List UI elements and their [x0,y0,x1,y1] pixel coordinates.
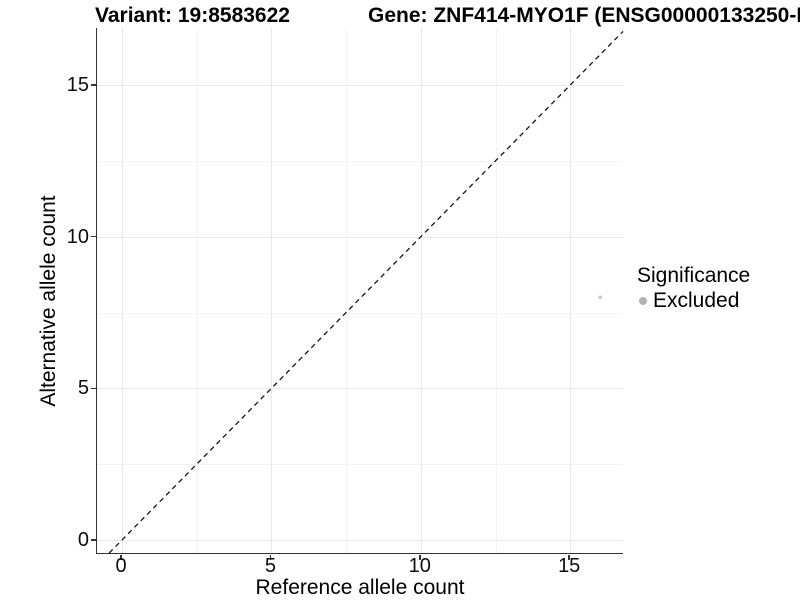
major-gridline-x [122,28,123,553]
y-axis-tick [90,84,96,86]
major-gridline-x [570,28,572,553]
major-gridline-x [420,28,422,553]
minor-gridline-y [97,160,623,162]
x-axis-tick [269,554,272,560]
x-axis-tick [568,554,570,560]
legend: Significance Excluded [636,263,750,313]
major-gridline-y [97,388,623,390]
x-axis-title: Reference allele count [255,576,465,599]
x-tick-label: 15 [558,555,581,577]
y-axis-tick [90,539,96,541]
y-axis-title: Alternative allele count [37,195,60,407]
major-gridline-x [271,28,273,553]
minor-gridline-y [97,312,623,314]
x-axis-tick [419,554,421,560]
gene-title: Gene: ZNF414-MYO1F (ENSG00000133250-EN [368,4,800,27]
x-tick-label: 0 [115,555,127,577]
y-tick-label: 15 [66,74,89,97]
minor-gridline-y [97,464,623,466]
variant-title: Variant: 19:8583622 [95,4,290,27]
y-tick-label: 10 [66,225,89,248]
major-gridline-y [97,236,623,238]
identity-dashed-line [108,30,624,554]
data-layer [108,30,624,554]
minor-gridline-x [495,28,497,553]
minor-gridline-x [196,28,198,553]
x-tick-label: 5 [264,555,276,577]
x-tick-label: 10 [408,555,431,577]
x-axis-tick [120,554,122,560]
y-axis-tick [90,387,96,390]
legend-title: Significance [637,264,751,287]
y-axis-tick [90,235,96,238]
legend-point-icon [639,297,647,305]
y-tick-label: 0 [77,529,89,551]
major-gridline-y [97,540,623,541]
major-gridline-y [97,85,623,87]
plot-panel [96,28,624,554]
y-tick-label: 5 [77,377,89,400]
minor-gridline-x [346,28,348,553]
legend-item-excluded: Excluded [636,289,750,313]
legend-item-label: Excluded [653,289,740,312]
data-point [598,295,602,300]
